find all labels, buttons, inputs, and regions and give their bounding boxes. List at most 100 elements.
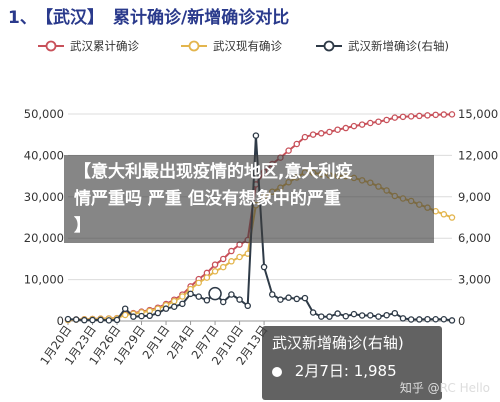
data-point[interactable] bbox=[203, 297, 211, 304]
data-point[interactable] bbox=[252, 132, 260, 139]
data-point[interactable] bbox=[277, 296, 284, 303]
data-point[interactable] bbox=[187, 290, 194, 298]
data-point[interactable] bbox=[219, 263, 227, 271]
data-point[interactable] bbox=[154, 309, 162, 317]
data-point[interactable] bbox=[448, 111, 456, 118]
data-point[interactable] bbox=[448, 214, 456, 221]
data-point[interactable] bbox=[236, 296, 243, 303]
legend-label: 武汉现有确诊 bbox=[213, 39, 282, 53]
data-point[interactable] bbox=[440, 111, 448, 118]
highlighted-point[interactable] bbox=[208, 286, 222, 301]
y-right-tick-label: 9,000 bbox=[458, 190, 491, 204]
legend-item-1[interactable]: 武汉累计确诊 bbox=[38, 39, 139, 53]
data-point[interactable] bbox=[350, 122, 358, 130]
data-point[interactable] bbox=[399, 113, 407, 121]
data-point[interactable] bbox=[391, 114, 399, 121]
data-point[interactable] bbox=[432, 316, 439, 323]
data-point[interactable] bbox=[285, 294, 292, 301]
data-point[interactable] bbox=[162, 305, 170, 312]
data-point[interactable] bbox=[81, 316, 88, 324]
data-point[interactable] bbox=[105, 317, 113, 324]
data-point[interactable] bbox=[424, 112, 431, 119]
data-point[interactable] bbox=[228, 258, 235, 265]
overlay-line-3: 】 bbox=[74, 216, 91, 236]
data-point[interactable] bbox=[130, 313, 137, 320]
data-point[interactable] bbox=[269, 291, 276, 298]
data-point[interactable] bbox=[416, 316, 423, 323]
data-point[interactable] bbox=[383, 311, 390, 319]
data-point[interactable] bbox=[399, 315, 407, 322]
data-point[interactable] bbox=[97, 316, 104, 324]
data-point[interactable] bbox=[440, 211, 448, 218]
data-point[interactable] bbox=[293, 140, 301, 148]
data-point[interactable] bbox=[179, 293, 186, 300]
tooltip-value: 1,985 bbox=[353, 362, 397, 380]
data-point[interactable] bbox=[407, 113, 415, 120]
data-point[interactable] bbox=[228, 291, 235, 298]
y-left-tick-label: 50,000 bbox=[24, 107, 64, 121]
y-left-tick-label: 20,000 bbox=[24, 231, 64, 245]
data-point[interactable] bbox=[219, 298, 227, 306]
data-point[interactable] bbox=[440, 316, 448, 323]
data-point[interactable] bbox=[342, 312, 350, 320]
data-point[interactable] bbox=[211, 261, 219, 268]
article-title-overlay[interactable]: 【意大利最出现疫情的地区,意大利疫 情严重吗 严重 但没有想象中的严重 】 bbox=[64, 155, 434, 243]
legend-marker bbox=[323, 40, 335, 52]
data-point[interactable] bbox=[285, 147, 292, 154]
data-point[interactable] bbox=[170, 303, 178, 310]
data-point[interactable] bbox=[424, 315, 431, 323]
data-point[interactable] bbox=[121, 311, 129, 319]
data-point[interactable] bbox=[244, 302, 251, 310]
data-point[interactable] bbox=[293, 295, 301, 303]
data-point[interactable] bbox=[301, 294, 309, 302]
data-point[interactable] bbox=[326, 313, 333, 320]
data-point[interactable] bbox=[138, 312, 145, 320]
data-point[interactable] bbox=[211, 268, 219, 275]
data-point[interactable] bbox=[113, 316, 121, 324]
data-point[interactable] bbox=[367, 312, 374, 319]
data-point[interactable] bbox=[448, 317, 456, 324]
data-point[interactable] bbox=[309, 309, 317, 316]
data-point[interactable] bbox=[236, 253, 243, 261]
data-point[interactable] bbox=[309, 131, 317, 138]
data-point[interactable] bbox=[195, 293, 202, 300]
data-point[interactable] bbox=[407, 316, 415, 323]
data-point[interactable] bbox=[334, 126, 341, 133]
data-point[interactable] bbox=[301, 133, 309, 141]
data-point[interactable] bbox=[358, 121, 366, 128]
data-point[interactable] bbox=[203, 274, 211, 281]
data-point[interactable] bbox=[219, 255, 227, 263]
data-point[interactable] bbox=[318, 130, 325, 137]
data-point[interactable] bbox=[375, 313, 382, 320]
watermark: 知乎 @RC Hello bbox=[399, 381, 490, 395]
data-point[interactable] bbox=[318, 313, 325, 320]
data-point[interactable] bbox=[195, 279, 202, 287]
data-point[interactable] bbox=[383, 116, 390, 124]
data-point[interactable] bbox=[170, 297, 178, 305]
data-point[interactable] bbox=[358, 312, 366, 319]
data-point[interactable] bbox=[334, 310, 341, 317]
data-point[interactable] bbox=[260, 263, 268, 271]
legend-item-2[interactable]: 武汉现有确诊 bbox=[181, 39, 282, 53]
data-point[interactable] bbox=[326, 128, 333, 136]
legend-marker bbox=[188, 40, 200, 52]
data-point[interactable] bbox=[367, 119, 374, 127]
data-point[interactable] bbox=[432, 111, 439, 119]
y-left-tick-label: 30,000 bbox=[24, 190, 64, 204]
data-point[interactable] bbox=[72, 316, 80, 323]
data-point[interactable] bbox=[416, 112, 423, 120]
data-point[interactable] bbox=[228, 247, 235, 255]
data-point[interactable] bbox=[391, 309, 399, 317]
legend-item-3[interactable]: 武汉新增确诊(右轴) bbox=[316, 39, 449, 53]
overlay-line-2: 情严重吗 严重 但没有想象中的严重 bbox=[74, 189, 341, 209]
data-point[interactable] bbox=[146, 312, 153, 320]
y-right-tick-label: 0 bbox=[458, 314, 465, 328]
data-point[interactable] bbox=[342, 124, 350, 132]
data-point[interactable] bbox=[121, 305, 129, 312]
data-point[interactable] bbox=[350, 310, 358, 318]
chart-tooltip: 武汉新增确诊(右轴) 2月7日: 1,985 bbox=[262, 326, 442, 400]
data-point[interactable] bbox=[89, 316, 96, 324]
data-point[interactable] bbox=[64, 315, 72, 323]
data-point[interactable] bbox=[375, 118, 382, 125]
data-point[interactable] bbox=[179, 300, 186, 308]
